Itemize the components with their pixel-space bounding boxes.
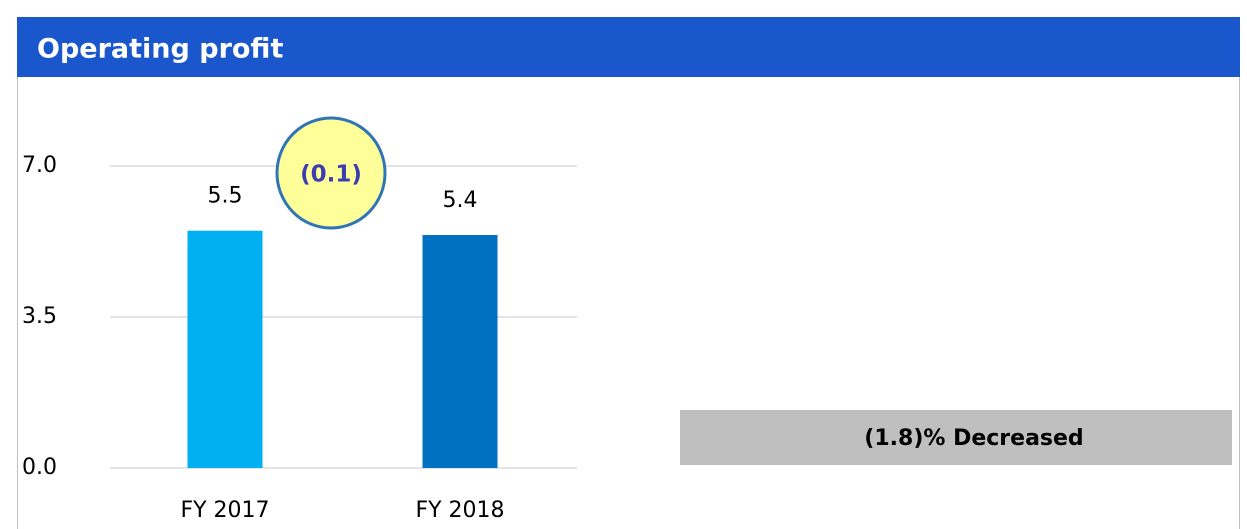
y-tick-label: 3.5 [22, 304, 57, 329]
header-band [17, 17, 1240, 77]
bar [187, 230, 263, 468]
change-callout [275, 116, 387, 230]
y-tick-label: 7.0 [22, 153, 57, 178]
plot: 0.0 3.5 7.0 FY 2017 5.5 FY 2018 5.4 [22, 153, 577, 523]
bar [422, 235, 498, 468]
chart-title: Operating profit [37, 34, 283, 65]
x-tick-label: FY 2017 [180, 498, 269, 523]
y-tick-label: 0.0 [22, 455, 57, 480]
change-callout-label: (0.1) [300, 162, 362, 188]
value-label: 5.5 [208, 184, 243, 209]
summary-box [680, 410, 1232, 465]
summary-label: (1.8)% Decreased [864, 426, 1083, 451]
x-tick-label: FY 2018 [415, 498, 504, 523]
value-label: 5.4 [443, 188, 478, 213]
